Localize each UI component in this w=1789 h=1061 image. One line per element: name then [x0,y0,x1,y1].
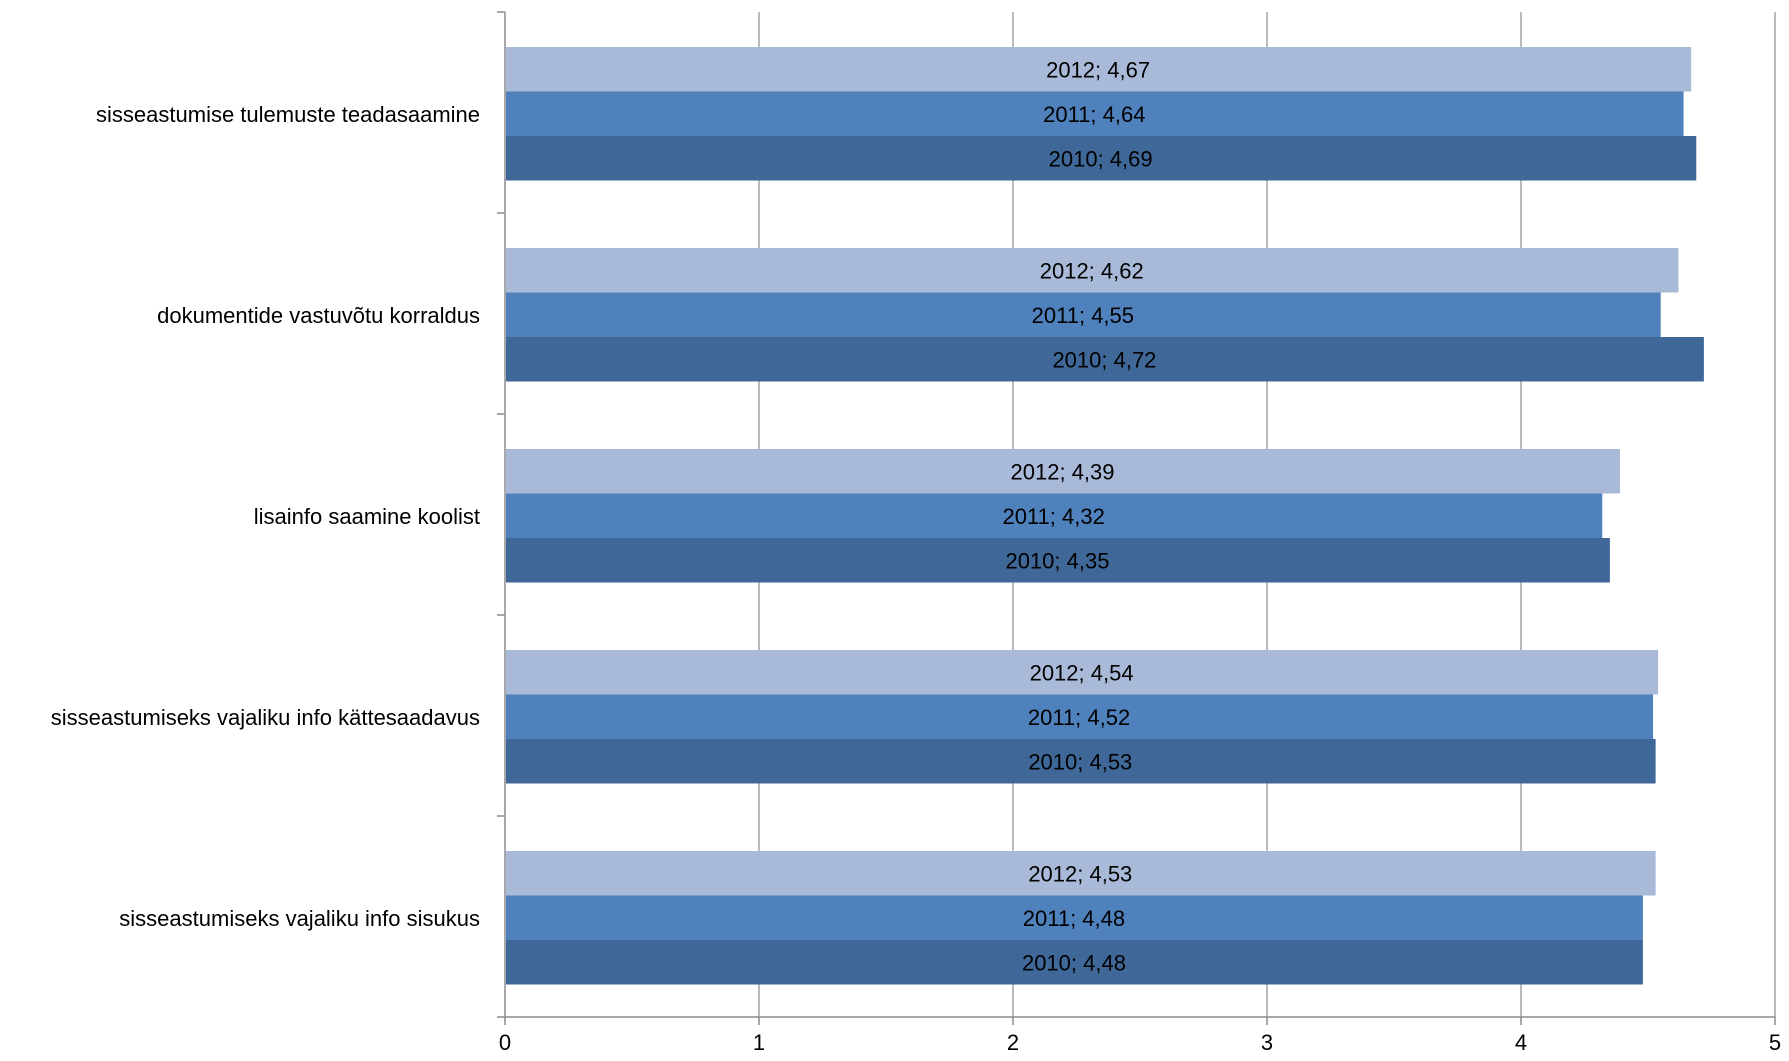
data-label-2010-1: 2010; 4,72 [1052,347,1156,372]
bar-2010-3 [506,739,1656,784]
bars [506,47,1704,985]
data-label-2012-4: 2012; 4,53 [1028,861,1132,886]
data-label-2012-2: 2012; 4,39 [1011,459,1115,484]
data-label-2011-4: 2011; 4,48 [1023,906,1125,931]
bar-2010-1 [506,337,1704,382]
bar-2011-0 [506,91,1684,136]
data-label-2012-3: 2012; 4,54 [1030,660,1134,685]
data-label-2010-0: 2010; 4,69 [1049,146,1153,171]
bar-2012-3 [506,650,1659,695]
category-label-4: sisseastumiseks vajaliku info sisukus [119,906,480,931]
labels: 2012; 4,67 2011; 4,64 2010; 4,69 sisseastum… [51,57,1781,1055]
bar-2012-1 [506,248,1679,293]
bar-2012-2 [506,449,1621,494]
category-label-0: sisseastumise tulemuste teadasaamine [96,102,480,127]
x-tick-label-3: 3 [1261,1030,1273,1055]
bar-2011-2 [506,493,1603,538]
data-label-2010-4: 2010; 4,48 [1022,950,1126,975]
x-tick-label-2: 2 [1007,1030,1019,1055]
data-label-2010-3: 2010; 4,53 [1028,749,1132,774]
x-tick-label-1: 1 [753,1030,765,1055]
x-tick-label-0: 0 [499,1030,511,1055]
bar-2010-0 [506,136,1697,181]
bar-2010-2 [506,538,1610,583]
data-label-2011-0: 2011; 4,64 [1043,102,1145,127]
category-label-3: sisseastumiseks vajaliku info kättesaada… [51,705,480,730]
bar-2012-0 [506,47,1692,92]
data-label-2012-0: 2012; 4,67 [1046,57,1150,82]
category-label-2: lisainfo saamine koolist [254,504,480,529]
axes [497,11,1776,1025]
bar-2011-3 [506,694,1654,739]
data-label-2011-2: 2011; 4,32 [1002,504,1104,529]
bar-2012-4 [506,851,1656,896]
x-tick-label-4: 4 [1515,1030,1527,1055]
bar-2011-1 [506,292,1661,337]
data-label-2011-3: 2011; 4,52 [1028,705,1130,730]
data-label-2012-1: 2012; 4,62 [1040,258,1144,283]
category-label-1: dokumentide vastuvõtu korraldus [157,303,480,328]
bar-2011-4 [506,895,1643,940]
data-label-2011-1: 2011; 4,55 [1032,303,1134,328]
x-tick-label-5: 5 [1769,1030,1781,1055]
bar-2010-4 [506,940,1643,985]
data-label-2010-2: 2010; 4,35 [1005,548,1109,573]
